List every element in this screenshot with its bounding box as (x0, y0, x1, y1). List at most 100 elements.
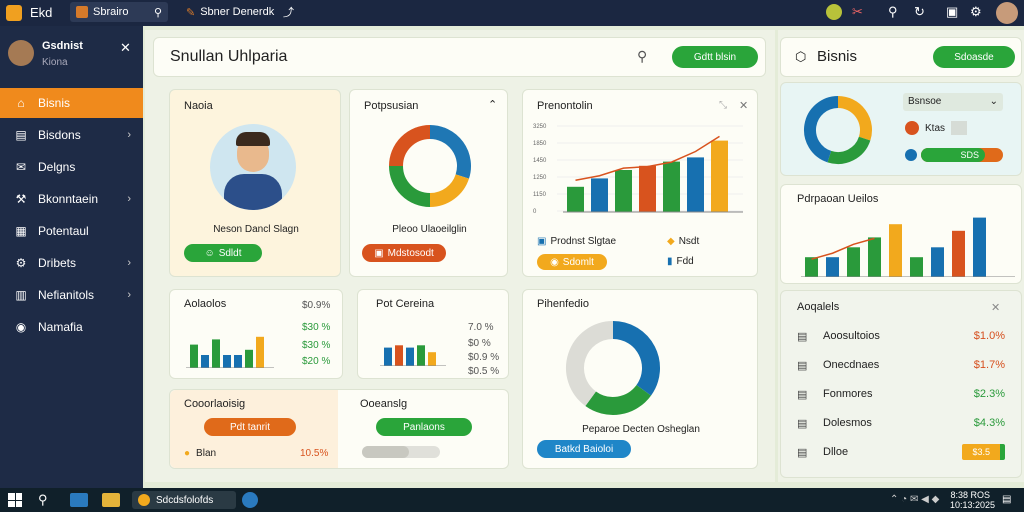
sidebar-item-label: Namafia (38, 320, 83, 334)
sidebar-item-label: Delgns (38, 160, 76, 174)
summary-row[interactable]: ▤ Onecdnaes $1.7% (797, 355, 1005, 375)
clock-time: 8:38 ROS (950, 490, 990, 500)
y-tick-label: 3250 (533, 124, 547, 130)
close-icon[interactable]: ✕ (120, 40, 131, 55)
bottom-left-button[interactable]: Pdt tanrit (204, 418, 296, 436)
taskview-icon[interactable] (70, 493, 88, 507)
summary-row[interactable]: ▤ Dolesmos $4.3% (797, 413, 1005, 433)
growth-bar (663, 161, 680, 212)
expand-icon[interactable]: ⤡ (719, 100, 727, 111)
legend-button[interactable]: ◉ Sdomlt (537, 254, 607, 270)
right-header-button[interactable]: Sdoasde (933, 46, 1015, 68)
card-title: Cooorlaoisig (184, 398, 246, 410)
big-donut-slice (585, 384, 652, 415)
percent-value: $30 % (302, 322, 331, 333)
browser-icon (138, 494, 150, 506)
legend-item: ◆ Nsdt (667, 236, 699, 247)
clock[interactable]: 8:38 ROS 10:13:2025 (950, 490, 995, 510)
window-icon[interactable]: ▣ (946, 4, 959, 19)
tools-icon[interactable]: ✂ (852, 4, 863, 19)
sidebar-item-delgns[interactable]: ✉ Delgns (0, 152, 143, 182)
y-tick-label: 0 (533, 209, 537, 215)
percent-value: $0.5 % (468, 366, 500, 377)
start-icon[interactable] (8, 493, 22, 507)
sidebar-item-bkonntaein[interactable]: ⚒ Bkonntaein › (0, 184, 143, 214)
y-tick-label: 1850 (533, 141, 547, 147)
sidebar-item-namafia[interactable]: ◉ Namafia (0, 312, 143, 342)
globe-icon[interactable] (242, 492, 258, 508)
big-donut-button[interactable]: Batkd Baioloi (537, 440, 631, 458)
refresh-icon[interactable]: ↻ (914, 4, 925, 19)
legend-label: Nsdt (678, 236, 700, 247)
percent-value: $30 % (302, 340, 331, 351)
tab-sbrairo[interactable]: Sbrairo ⚲ (70, 2, 168, 22)
search-icon[interactable]: ⚲ (888, 4, 898, 19)
sidebar-item-bisnis[interactable]: ⌂ Bisnis (0, 88, 143, 118)
overview-progress: SDS (905, 147, 1003, 163)
donut-slice (429, 173, 469, 207)
header-action-button[interactable]: Gdtt blsin (672, 46, 758, 68)
summary-label: Dlloe (823, 446, 849, 458)
pen-icon: ✎ (186, 6, 196, 19)
avatar[interactable] (996, 2, 1018, 24)
profile-button[interactable]: ☺ Sdldt (184, 244, 262, 262)
sidebar-item-nefianitols[interactable]: ▥ Nefianitols › (0, 280, 143, 310)
donut-chart (389, 125, 471, 207)
checkbox[interactable] (951, 121, 968, 135)
taskbar-app[interactable]: Sdcdsfolofds (132, 491, 236, 509)
mini2-bar (395, 345, 403, 366)
mini1-bar (256, 336, 264, 368)
tab-sbner-denerdk[interactable]: ✎ Sbner Denerdk ⤴ (180, 2, 300, 22)
close-icon[interactable]: ✕ (991, 302, 1001, 314)
overview-donut-slice (827, 136, 871, 164)
app-name: Ekd (30, 5, 53, 20)
user-avatar[interactable] (8, 40, 34, 66)
right-bar (952, 230, 965, 277)
card-title: Aolaolos (184, 298, 227, 310)
settings-icon[interactable]: ⚙ (970, 4, 982, 19)
sidebar-item-bisdons[interactable]: ▤ Bisdons › (0, 120, 143, 150)
sidebar-item-label: Bisdons (38, 128, 81, 142)
notification-icon[interactable]: ▤ (1002, 494, 1012, 505)
summary-row[interactable]: ▤ Dlloe $3.5 (797, 442, 1005, 462)
progress-fill: SDS (921, 148, 985, 162)
tab-label: Sbner Denerdk (200, 6, 275, 18)
right-bar (931, 247, 944, 277)
sidebar-item-dribets[interactable]: ⚙ Dribets › (0, 248, 143, 278)
chevron-up-icon[interactable]: ⌃ (488, 99, 498, 111)
bottom-right-button[interactable]: Panlaons (376, 418, 472, 436)
emoji-icon[interactable] (826, 4, 842, 20)
search-icon[interactable]: ⚲ (153, 6, 162, 19)
user-subtitle: Kiona (42, 57, 68, 68)
summary-row[interactable]: ▤ Fonmores $2.3% (797, 384, 1005, 404)
summary-label: Aoosultoios (823, 330, 880, 342)
card-title-2: Ooeanslg (360, 398, 408, 410)
summary-row[interactable]: ▤ Aoosultoios $1.0% (797, 326, 1005, 346)
wrench-icon: ⚒ (15, 192, 27, 206)
growth-legend: ▣ Prodnst Slgtae ◆ Nsdt ◉ Sdomlt ▮ Fdd (537, 234, 747, 274)
percent-value: $0.9 % (468, 352, 500, 363)
search-icon[interactable]: ⚲ (38, 492, 48, 507)
tray-icons[interactable]: ⌃ ◔ ✉ ◀ ◆ (890, 494, 940, 505)
close-icon[interactable]: ✕ (739, 100, 749, 112)
doc-icon: ▤ (797, 388, 808, 401)
briefcase-icon: ▤ (15, 128, 27, 142)
mail-icon: ✉ (15, 160, 27, 174)
growth-chart: 3250 1850 1450 1250 1150 0 (533, 124, 743, 215)
mini2-bar (406, 347, 414, 366)
growth-card: Prenontolin ⤡ ✕ 3250 1850 1450 1250 1150 0 ▣ P… (522, 89, 758, 277)
pin-icon[interactable]: ⤴ (283, 7, 294, 19)
right-bar (847, 247, 860, 277)
sidebar-item-potentaul[interactable]: ▦ Potentaul (0, 216, 143, 246)
donut-button[interactable]: ▣ Mdstosodt (362, 244, 446, 262)
select-dropdown[interactable]: Bsnsoe ⌄ (903, 93, 1003, 111)
profile-name: Neson Dancl Slagn (213, 224, 299, 235)
search-icon[interactable]: ⚲ (637, 48, 648, 64)
profile-card: Naoia Neson Dancl Slagn ☺ Sdldt (169, 89, 341, 277)
plug-icon: ▮ (667, 256, 673, 267)
taskbar: ⚲ Sdcdsfolofds ⌃ ◔ ✉ ◀ ◆ 8:38 ROS 10:13:… (0, 488, 1024, 512)
folder-icon[interactable] (102, 493, 120, 507)
donut-caption: Pleoo Ulaoeilglin (392, 224, 467, 235)
growth-trend-line (575, 135, 720, 181)
sidebar-item-label: Bkonntaein (38, 192, 99, 206)
